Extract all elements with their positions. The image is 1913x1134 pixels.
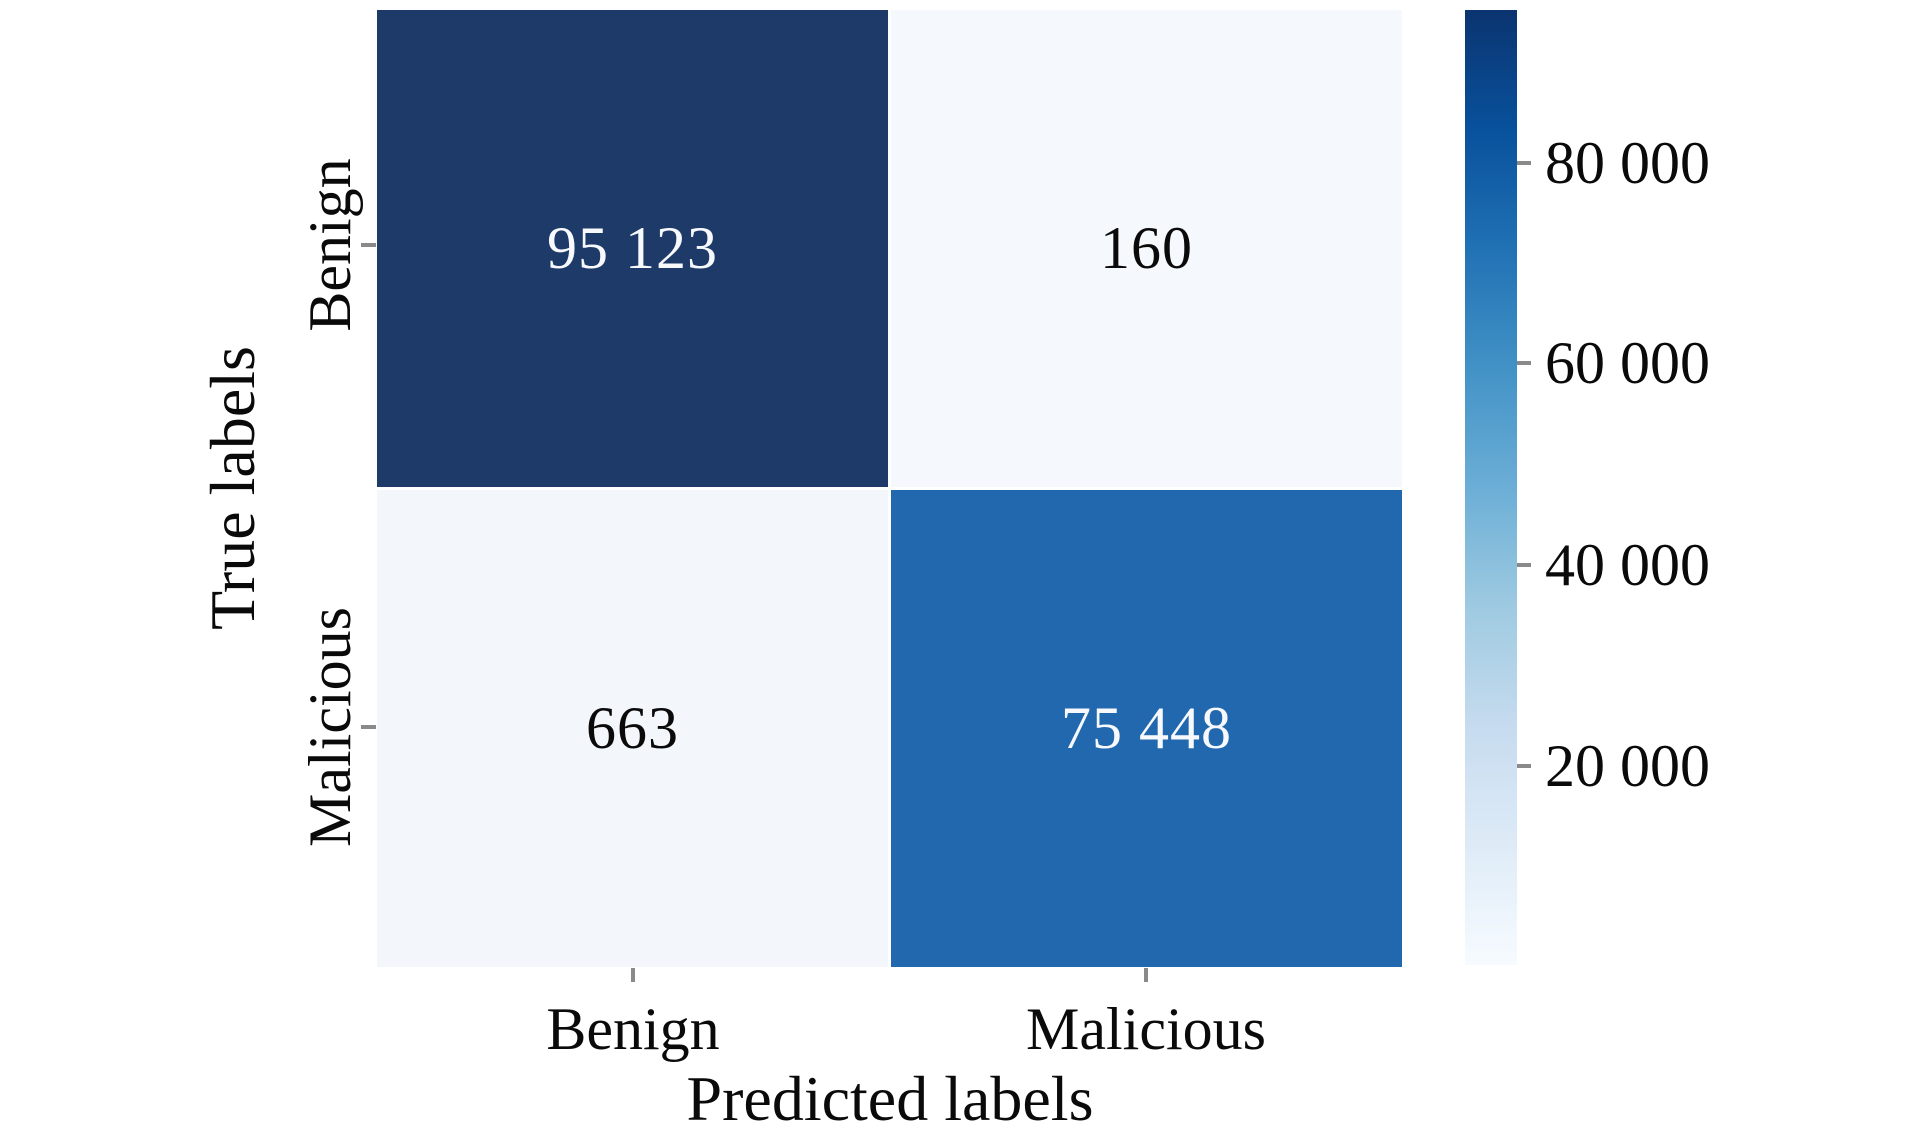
cell-true-benign-pred-benign: 95 123 — [377, 10, 888, 487]
colorbar-tick-mark-60000 — [1517, 361, 1531, 365]
colorbar-tick-label-80000: 80 000 — [1545, 130, 1710, 196]
x-tick-label-benign: Benign — [546, 996, 720, 1062]
cell-value: 663 — [586, 695, 679, 761]
x-axis-title: Predicted labels — [686, 1063, 1094, 1134]
cell-value: 95 123 — [547, 215, 718, 281]
colorbar-tick-mark-40000 — [1517, 563, 1531, 567]
heatmap-grid: 95 123 160 663 75 448 — [377, 10, 1402, 967]
cell-value: 75 448 — [1061, 695, 1232, 761]
cell-true-malicious-pred-malicious: 75 448 — [891, 490, 1402, 967]
y-tick-mark-malicious — [361, 725, 376, 729]
x-tick-mark-malicious — [1144, 968, 1148, 982]
cell-true-benign-pred-malicious: 160 — [891, 10, 1402, 487]
x-tick-mark-benign — [631, 968, 635, 982]
y-tick-label-malicious: Malicious — [297, 607, 363, 847]
colorbar-tick-label-60000: 60 000 — [1545, 330, 1710, 396]
colorbar — [1465, 10, 1517, 965]
cell-true-malicious-pred-benign: 663 — [377, 490, 888, 967]
colorbar-tick-label-40000: 40 000 — [1545, 532, 1710, 598]
colorbar-tick-mark-20000 — [1517, 764, 1531, 768]
cell-value: 160 — [1100, 215, 1193, 281]
colorbar-tick-mark-80000 — [1517, 161, 1531, 165]
colorbar-tick-label-20000: 20 000 — [1545, 733, 1710, 799]
y-tick-label-benign: Benign — [297, 158, 363, 332]
y-tick-mark-benign — [361, 243, 376, 247]
y-axis-title: True labels — [197, 346, 268, 630]
x-tick-label-malicious: Malicious — [1026, 996, 1266, 1062]
